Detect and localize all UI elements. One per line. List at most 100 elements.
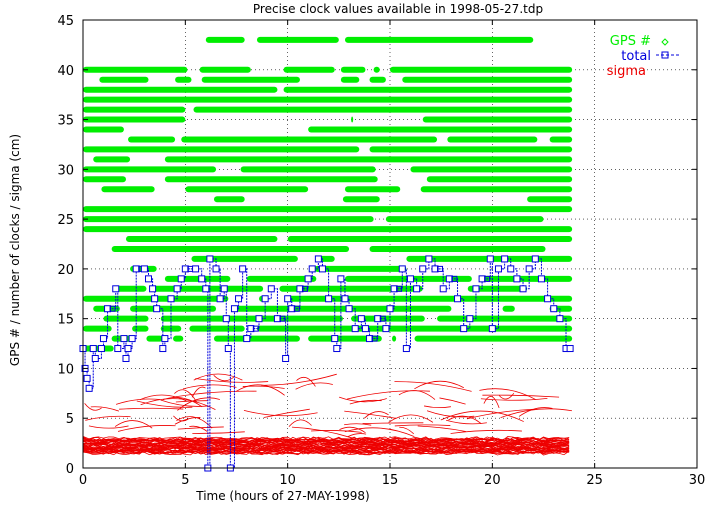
total-point — [149, 285, 157, 293]
total-point — [114, 345, 122, 353]
sigma-arc — [394, 424, 451, 427]
gps-band — [83, 206, 573, 213]
sigma-line — [82, 436, 570, 441]
total-point — [243, 335, 251, 343]
sigma-arc — [426, 410, 475, 418]
gps-band — [390, 66, 573, 73]
total-point — [406, 275, 414, 283]
sigma-arc — [338, 396, 387, 403]
total-point — [282, 354, 290, 362]
total-point — [382, 325, 390, 333]
sigma-arc — [117, 425, 176, 432]
sigma-arc — [174, 417, 201, 425]
total-point — [206, 255, 214, 263]
gps-band — [502, 305, 515, 312]
gps-band — [437, 315, 573, 322]
total-point — [371, 335, 378, 342]
series-total — [79, 255, 574, 472]
y-tick-label: 20 — [57, 263, 74, 278]
sigma-arc — [450, 429, 522, 434]
total-point — [212, 265, 220, 273]
gps-band — [256, 325, 573, 332]
x-tick-label: 25 — [586, 473, 603, 488]
total-point — [151, 295, 159, 303]
total-point — [454, 295, 462, 303]
sigma-arc — [362, 422, 424, 424]
sigma-arc — [191, 386, 206, 398]
total-point — [89, 345, 97, 353]
sigma-arc — [177, 397, 220, 411]
gps-band — [369, 76, 386, 83]
gps-band — [83, 166, 217, 173]
total-point — [216, 295, 224, 303]
sigma-arc — [448, 415, 482, 424]
total-point — [301, 285, 308, 292]
gps-band — [185, 186, 309, 193]
sigma-arc — [466, 408, 534, 420]
total-point — [124, 345, 132, 353]
gps-band — [83, 216, 374, 223]
sigma-arc — [394, 381, 472, 392]
gps-band — [287, 295, 573, 302]
sigma-arc — [88, 425, 129, 429]
gps-band — [164, 176, 378, 183]
total-point — [120, 335, 128, 343]
gps-band — [318, 255, 335, 262]
sigma-arc — [344, 423, 372, 426]
sigma-arc — [172, 390, 257, 398]
x-tick-label: 5 — [181, 473, 189, 488]
total-point — [386, 305, 394, 313]
gps-band — [103, 315, 149, 322]
gps-band — [447, 136, 538, 143]
total-point — [261, 295, 269, 303]
sigma-arc — [518, 407, 553, 417]
total-point — [525, 265, 533, 273]
total-point — [550, 305, 558, 313]
gps-band — [191, 255, 298, 262]
total-point — [544, 295, 552, 303]
total-point — [466, 315, 474, 323]
gps-band — [308, 126, 573, 133]
total-point — [439, 285, 447, 293]
gps-band — [173, 335, 184, 342]
total-point — [252, 325, 259, 332]
sigma-arc — [174, 389, 197, 403]
legend: GPS # total sigma — [607, 34, 681, 79]
x-tick-label: 20 — [484, 473, 501, 488]
sigma-arc — [162, 397, 203, 408]
gps-band — [83, 325, 112, 332]
gps-band — [283, 66, 335, 73]
sigma-arc — [414, 380, 464, 390]
gps-band — [414, 335, 573, 342]
total-point — [333, 345, 341, 353]
gps-band — [181, 136, 438, 143]
gps-band — [113, 285, 147, 292]
sigma-arc — [344, 410, 397, 419]
gps-band — [160, 315, 343, 322]
gps-band — [351, 315, 425, 322]
total-point — [99, 335, 107, 343]
x-axis: 0 5 10 15 20 25 30 — [79, 20, 705, 488]
gps-band — [193, 106, 573, 113]
gps-band — [342, 196, 380, 203]
total-point — [337, 275, 345, 283]
total-point — [230, 305, 238, 313]
total-point — [331, 335, 339, 343]
sigma-arc — [176, 416, 213, 429]
gps-band — [369, 245, 546, 252]
gps-band — [199, 66, 251, 73]
y-tick-label: 10 — [57, 362, 74, 377]
gps-band — [175, 76, 192, 83]
sigma-arc — [213, 375, 235, 382]
gps-band — [392, 335, 397, 342]
sigma-arc — [423, 405, 451, 409]
gps-band — [83, 176, 126, 183]
total-point — [83, 374, 91, 382]
total-point — [153, 305, 161, 313]
gps-band — [99, 76, 149, 83]
sigma-arc — [119, 407, 184, 410]
sigma-arc — [417, 425, 466, 432]
total-point — [85, 384, 93, 392]
gps-band — [246, 275, 317, 282]
gps-band — [340, 66, 366, 73]
